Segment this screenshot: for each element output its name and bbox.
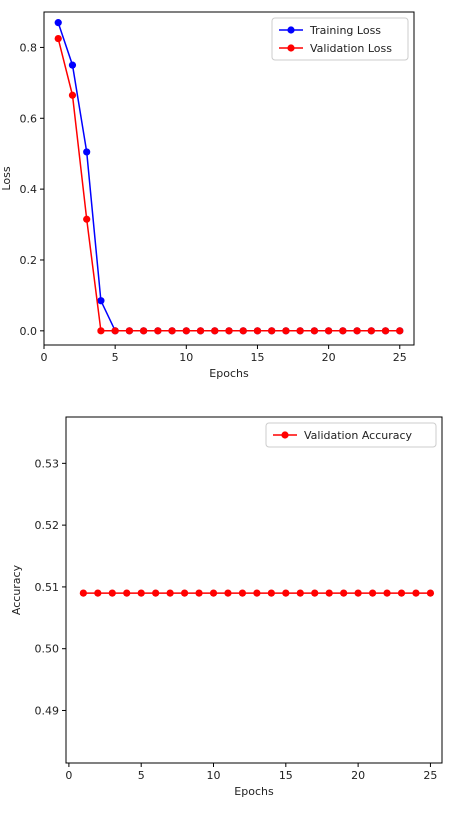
data-point: [108, 589, 116, 597]
data-point: [412, 589, 420, 597]
x-tick-label: 5: [138, 769, 145, 782]
data-point: [166, 589, 174, 597]
data-point: [340, 589, 348, 597]
y-tick-label: 0.50: [35, 643, 60, 656]
legend-label: Training Loss: [309, 24, 381, 37]
data-point: [209, 589, 218, 597]
plot-frame: [65, 416, 443, 764]
data-point: [211, 327, 219, 335]
data-point: [224, 589, 232, 597]
data-point: [325, 327, 333, 335]
series-line-1: [57, 38, 400, 332]
data-point: [253, 327, 262, 335]
legend-swatch-marker: [281, 431, 289, 439]
x-tick-label: 15: [279, 769, 293, 782]
x-tick-label: 25: [423, 769, 437, 782]
x-tick-label: 0: [65, 769, 72, 782]
data-point: [195, 589, 203, 597]
data-point: [383, 589, 391, 597]
y-tick-label: 0.4: [20, 183, 38, 196]
legend-box: [265, 422, 437, 448]
y-tick-label: 0.8: [20, 41, 38, 54]
legend-box: [271, 17, 409, 61]
data-point: [268, 327, 276, 335]
data-point: [296, 589, 304, 597]
data-point: [239, 327, 247, 335]
data-point: [296, 327, 304, 335]
data-point: [79, 589, 87, 597]
data-point: [225, 327, 233, 335]
data-point: [97, 297, 105, 305]
x-axis-label: Epochs: [209, 367, 249, 380]
data-point: [339, 327, 347, 335]
data-point: [238, 589, 247, 597]
data-point: [311, 589, 319, 597]
legend-label: Validation Loss: [310, 42, 392, 55]
data-point: [397, 589, 406, 597]
data-point: [83, 215, 91, 223]
data-point: [97, 327, 105, 335]
x-tick-label: 10: [207, 769, 221, 782]
data-point: [54, 34, 62, 43]
data-point: [353, 327, 361, 335]
data-point: [137, 589, 145, 597]
y-tick-label: 0.53: [35, 457, 60, 470]
data-point: [368, 589, 377, 597]
data-point: [152, 589, 160, 597]
data-point: [154, 327, 162, 335]
legend-swatch-marker: [287, 26, 295, 34]
data-point: [83, 148, 91, 156]
data-point: [354, 589, 362, 597]
x-axis-label: Epochs: [234, 785, 274, 798]
data-point: [180, 589, 189, 597]
data-point: [267, 589, 275, 597]
y-tick-label: 0.0: [20, 325, 38, 338]
y-tick-label: 0.51: [35, 581, 60, 594]
data-point: [182, 327, 190, 335]
x-tick-label: 10: [179, 351, 193, 364]
data-point: [253, 589, 261, 597]
x-tick-label: 20: [351, 769, 365, 782]
series-line-0: [57, 22, 400, 332]
y-tick-label: 0.52: [35, 519, 60, 532]
data-point: [282, 327, 290, 335]
y-tick-label: 0.49: [35, 704, 60, 717]
data-point: [111, 327, 119, 335]
data-point: [68, 91, 77, 99]
data-point: [381, 327, 390, 335]
x-tick-label: 5: [112, 351, 119, 364]
x-tick-label: 0: [41, 351, 48, 364]
x-tick-label: 20: [322, 351, 336, 364]
data-point: [68, 61, 77, 69]
data-point: [196, 327, 205, 335]
y-axis-label: Accuracy: [10, 564, 23, 615]
loss-chart: 0 5 10 15 20 25 0.0 0.2 0.4 0.6 0.8 Epochs Loss Train…: [0, 11, 415, 380]
data-point: [123, 589, 131, 597]
data-point: [367, 327, 375, 335]
data-point: [125, 327, 133, 335]
data-point: [140, 327, 148, 335]
data-point: [310, 327, 318, 335]
y-tick-label: 0.6: [20, 112, 38, 125]
y-axis-label: Loss: [0, 166, 13, 190]
data-point: [54, 19, 62, 27]
data-point: [282, 589, 290, 597]
accuracy-chart: 0 5 10 15 20 25 0.49 0.50 0.51 0.52 0.53 Epochs Accu…: [10, 416, 443, 798]
legend-swatch-marker: [287, 44, 295, 52]
data-point: [396, 327, 404, 335]
legend-label: Validation Accuracy: [304, 429, 413, 442]
data-point: [168, 327, 176, 335]
plot-frame: [43, 11, 415, 346]
data-point: [426, 589, 435, 597]
x-tick-label: 25: [393, 351, 407, 364]
y-tick-label: 0.2: [20, 254, 38, 267]
x-tick-label: 15: [250, 351, 264, 364]
data-point: [94, 589, 102, 597]
data-point: [325, 589, 333, 597]
